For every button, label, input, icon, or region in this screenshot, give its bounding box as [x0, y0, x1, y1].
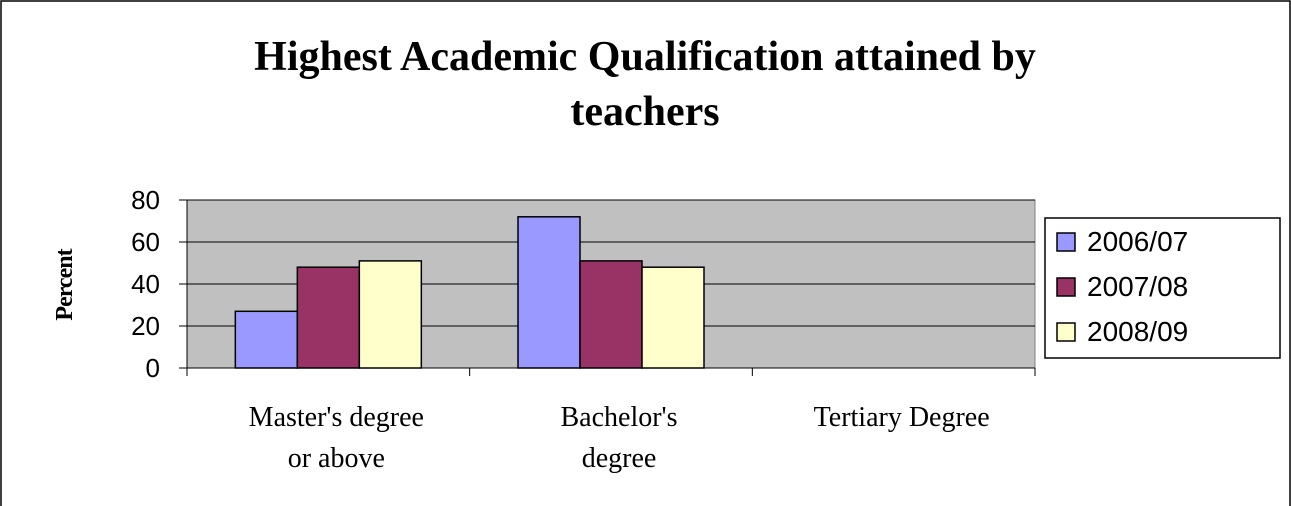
x-tick-label: Master's degree or above — [248, 402, 424, 474]
legend-label: 2008/09 — [1087, 316, 1189, 347]
y-tick-label: 60 — [131, 227, 160, 257]
bar — [579, 260, 643, 369]
chart-title: Highest Academic Qualification attained … — [254, 34, 1036, 135]
bar — [234, 310, 299, 369]
y-tick-label: 40 — [131, 269, 160, 299]
y-tick-label: 0 — [145, 353, 160, 383]
x-tick-label: Bachelor's degree — [560, 402, 678, 474]
legend-swatch — [1056, 277, 1076, 297]
x-tick-label: Tertiary Degree — [813, 402, 990, 433]
bar — [641, 266, 705, 369]
y-axis-label: Percent — [52, 249, 78, 321]
bar — [517, 216, 581, 369]
bar — [296, 266, 361, 369]
legend-box — [1044, 217, 1281, 359]
y-tick-label: 80 — [131, 185, 160, 215]
legend-label: 2006/07 — [1087, 226, 1189, 257]
legend-label: 2007/08 — [1087, 271, 1189, 302]
bar — [358, 260, 423, 369]
y-tick-label: 20 — [131, 311, 160, 341]
legend-swatch — [1056, 232, 1076, 252]
legend-swatch — [1056, 322, 1076, 342]
